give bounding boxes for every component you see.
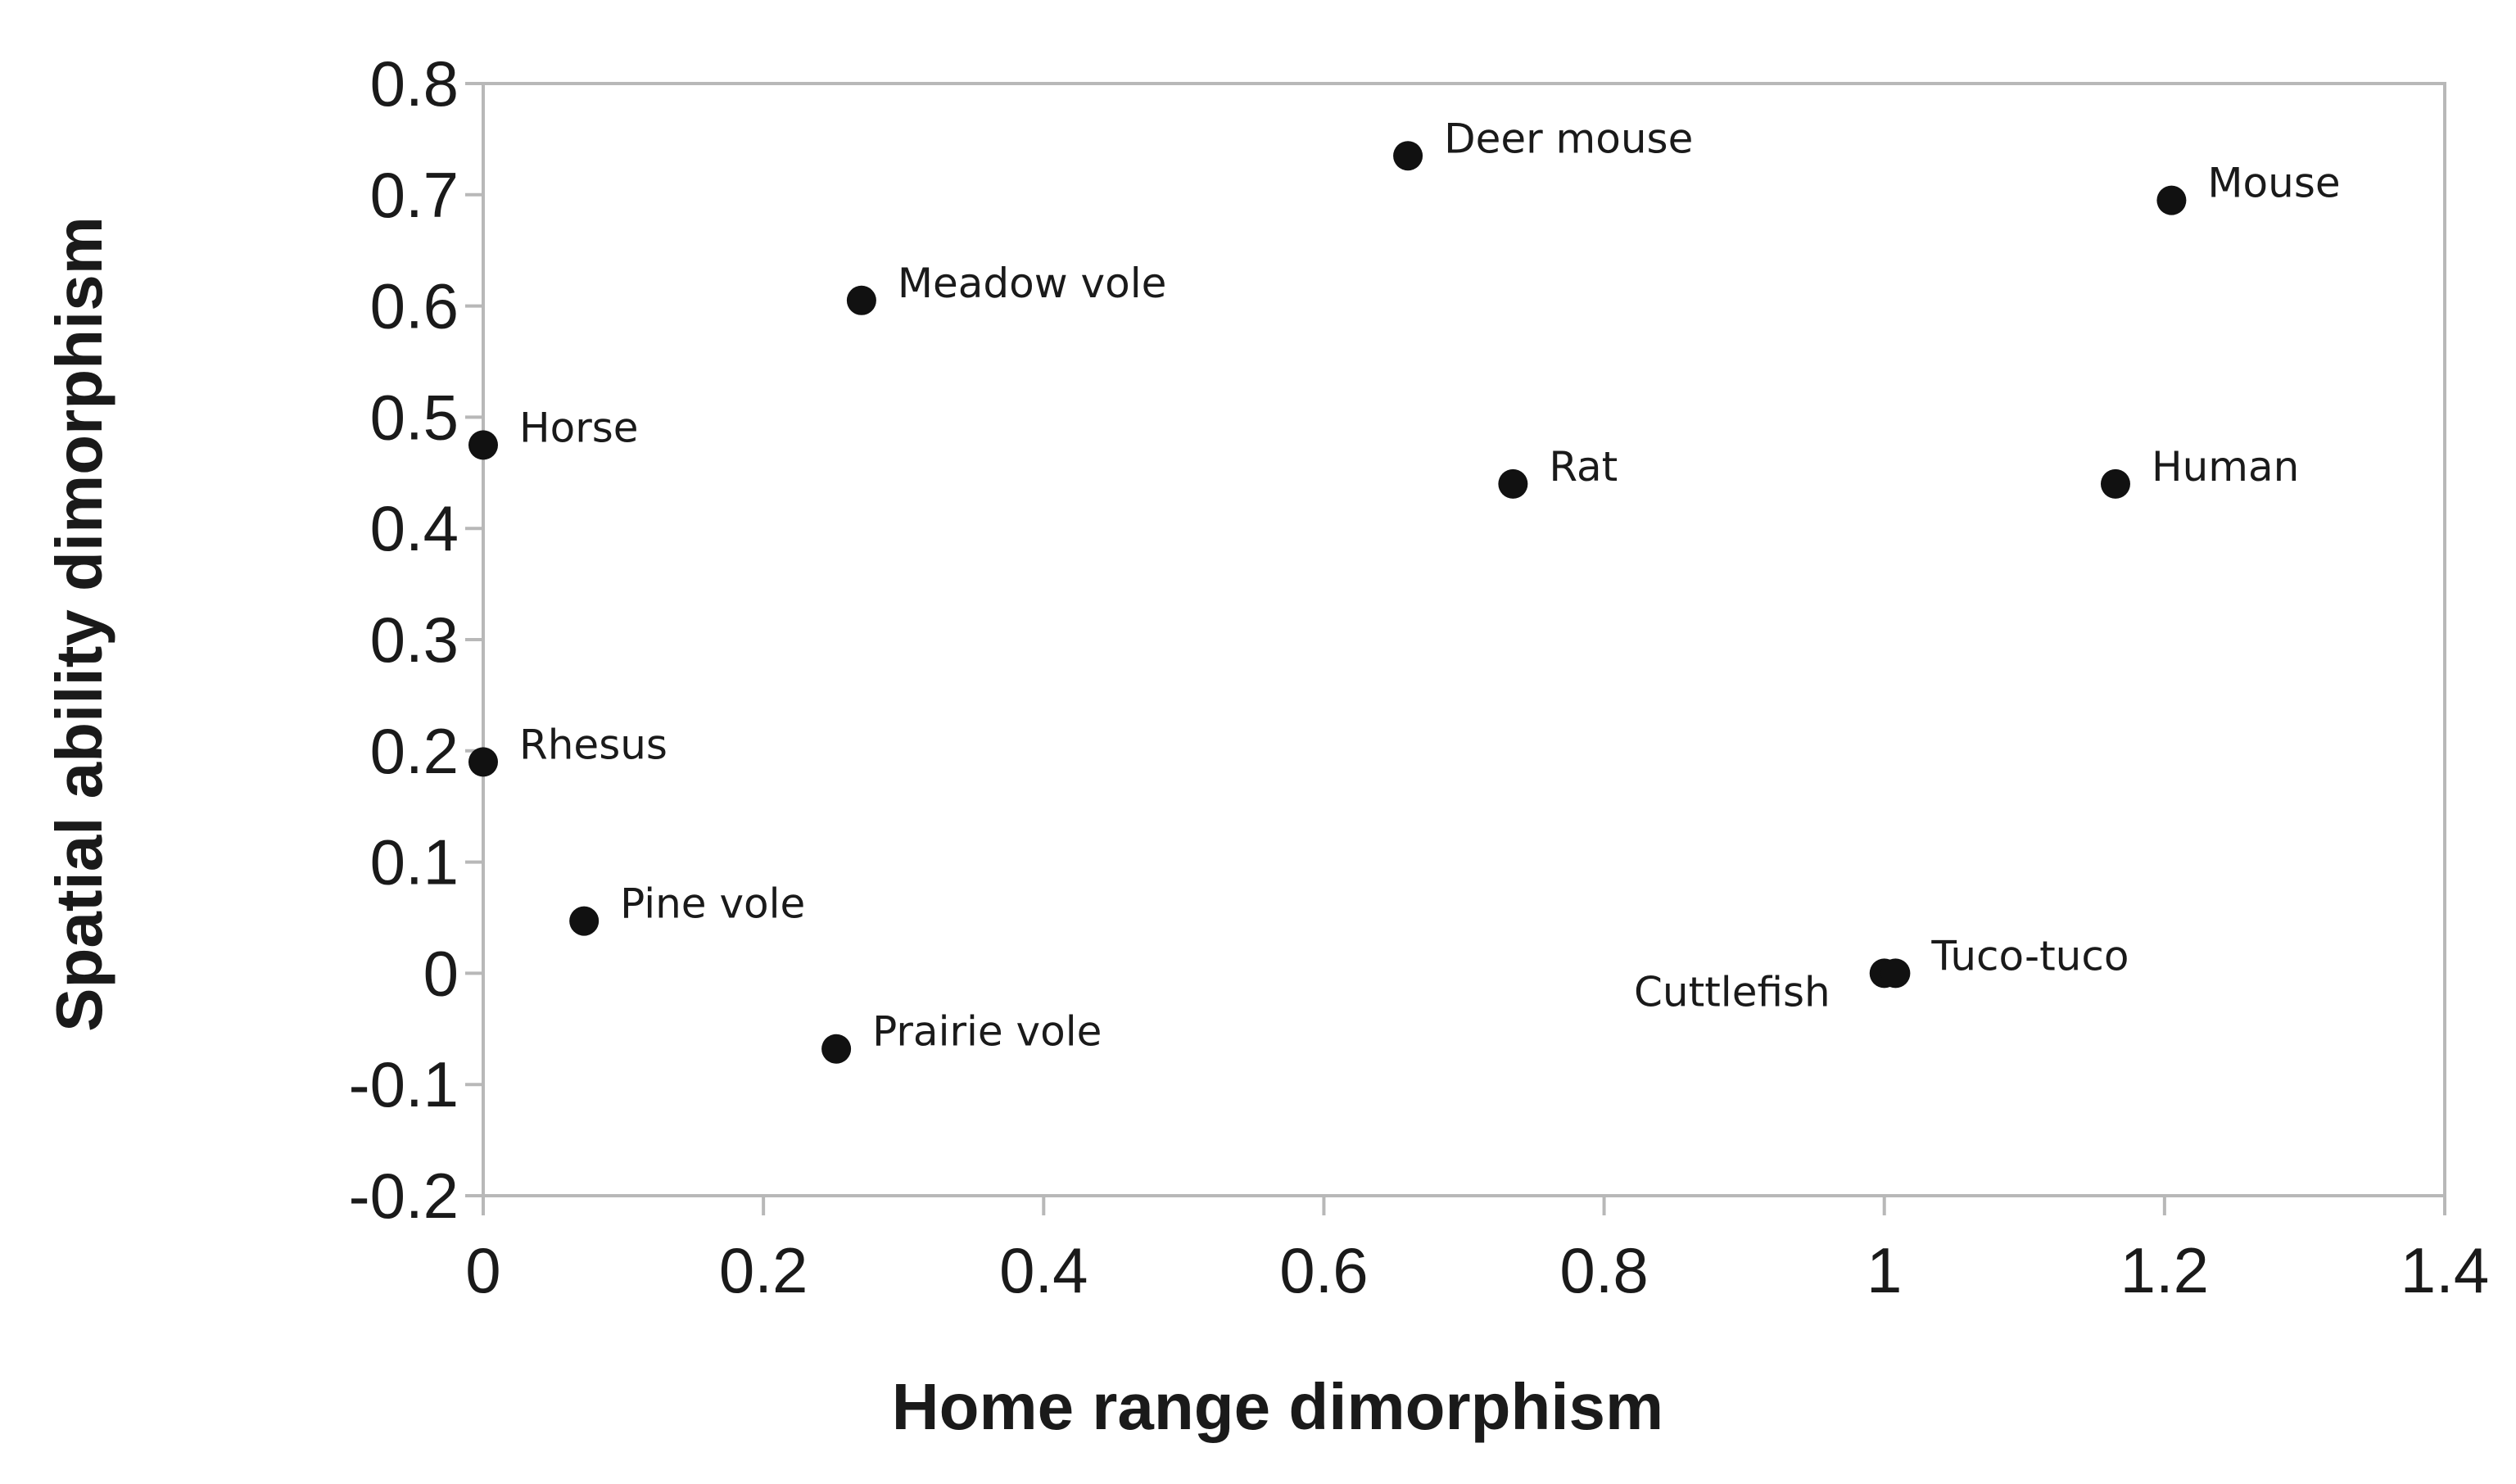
y-tick-label: 0.3 [370,604,459,676]
y-tick-label: 0.6 [370,270,459,342]
x-tick-label: 0.8 [1559,1234,1648,1306]
point-label-prairie-vole: Prairie vole [872,1008,1102,1056]
point-label-pine-vole: Pine vole [620,880,805,928]
y-axis: 0.8 0.7 0.6 0.5 0.4 0.3 0.2 0.1 0 -0.1 -0.2 [349,48,483,1232]
y-tick-label: -0.1 [349,1048,459,1120]
y-tick-label: 0.8 [370,48,459,120]
x-tick-label: 1.2 [2120,1234,2209,1306]
data-point-human [2100,468,2130,499]
point-label-mouse: Mouse [2207,160,2340,207]
point-label-tuco-tuco: Tuco-tuco [1930,932,2129,980]
x-tick-label: 1.4 [2401,1234,2489,1306]
data-point-rhesus [468,747,498,777]
data-point-rat [1498,468,1528,499]
point-label-cuttlefish: Cuttlefish [1634,968,1830,1016]
point-label-human: Human [2152,443,2299,491]
y-tick-label: 0.7 [370,159,459,231]
data-point-prairie-vole [821,1034,852,1064]
data-point-mouse [2156,185,2187,215]
x-tick-label: 1 [1867,1234,1902,1306]
y-tick-label: -0.2 [349,1160,459,1232]
data-point-pine-vole [569,906,600,936]
y-axis-title: Spatial ability dimorphism [43,216,115,1032]
data-point-tuco-tuco [1880,958,1911,989]
data-point-horse [468,430,498,460]
data-point-meadow-vole [846,285,876,315]
point-label-meadow-vole: Meadow vole [898,260,1167,307]
x-tick-label: 0 [465,1234,500,1306]
y-tick-label: 0.5 [370,381,459,453]
point-label-deer-mouse: Deer mouse [1444,115,1693,162]
y-tick-label: 0 [423,937,459,1009]
y-tick-label: 0.2 [370,715,459,787]
x-axis-title: Home range dimorphism [892,1370,1663,1443]
y-tick-label: 0.4 [370,492,459,564]
point-label-rhesus: Rhesus [519,721,667,768]
point-label-rat: Rat [1549,443,1618,491]
y-tick-label: 0.1 [370,826,459,898]
data-points [468,141,2187,1064]
x-tick-label: 0.2 [719,1234,808,1306]
x-tick-label: 0.4 [999,1234,1088,1306]
x-tick-label: 0.6 [1279,1234,1368,1306]
x-axis: 0 0.2 0.4 0.6 0.8 1 1.2 1.4 [465,1196,2489,1306]
point-labels: Deer mouse Mouse Meadow vole Horse Rat Human R… [519,115,2341,1055]
data-point-deer-mouse [1393,141,1423,171]
point-label-horse: Horse [519,404,639,451]
